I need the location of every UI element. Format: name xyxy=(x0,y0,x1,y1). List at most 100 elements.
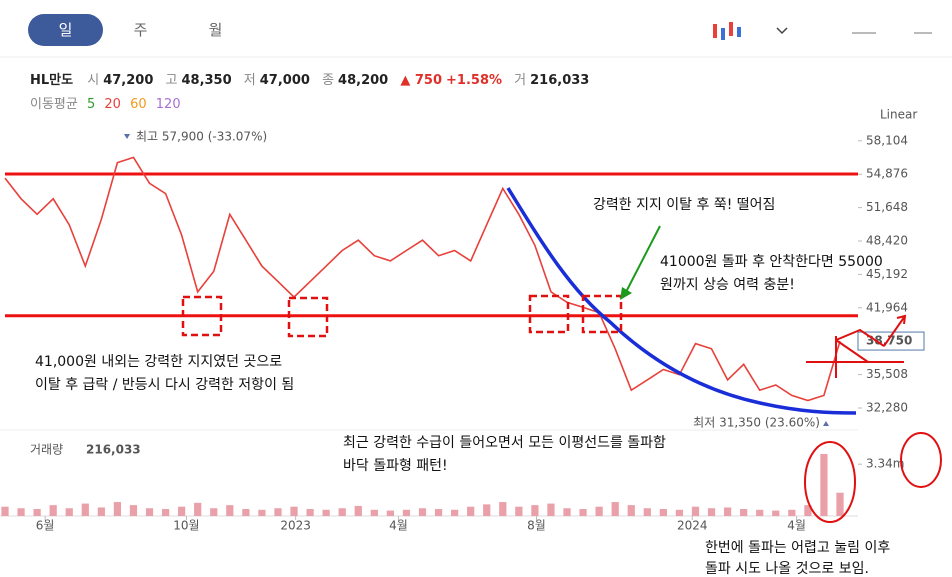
volume-bar xyxy=(178,506,186,516)
volume-bar xyxy=(659,509,667,516)
volume-bar xyxy=(274,508,282,516)
volume-bar xyxy=(675,509,684,516)
volume-bar xyxy=(402,509,411,516)
volume-bar xyxy=(386,510,394,516)
red-marks xyxy=(804,314,942,523)
change-pct: +1.58% xyxy=(446,73,503,88)
volume-label: 거래량 xyxy=(30,443,63,457)
x-tick-label: 8월 xyxy=(527,519,546,533)
annotation: 최근 강력한 수급이 들어오면서 모든 이평선드를 돌파함 xyxy=(343,435,666,451)
annotations: 강력한 지지 이탈 후 쭉! 떨어짐 41000원 돌파 후 안착한다면 550… xyxy=(35,197,890,577)
ma-period: 60 xyxy=(130,97,147,112)
x-tick-label: 2023 xyxy=(280,519,311,533)
volume-bar xyxy=(820,453,828,516)
volume-bar xyxy=(194,502,202,516)
y-tick-label: 32,280 xyxy=(866,400,908,414)
volume-bar xyxy=(643,508,651,516)
low-marker: 최저 31,350 (23.60%) xyxy=(693,416,820,430)
volume-bar xyxy=(723,507,732,516)
volume-bar xyxy=(547,503,555,516)
tab[interactable]: 월 xyxy=(208,21,223,39)
y-tick-label: 58,104 xyxy=(866,133,908,147)
x-tick-label: 4월 xyxy=(787,519,806,533)
y-tick-label: 54,876 xyxy=(866,167,908,181)
quote-value: 48,350 xyxy=(181,73,232,88)
volume-bar xyxy=(1,506,9,516)
quote-key: 고 xyxy=(165,73,178,88)
volume-bar xyxy=(81,503,89,516)
y-tick-label: 35,508 xyxy=(866,367,908,381)
volume-bar xyxy=(691,506,700,516)
tab[interactable]: 일 xyxy=(28,14,103,46)
chart-type-icon[interactable] xyxy=(713,22,741,40)
dropdown-icon[interactable] xyxy=(776,27,788,35)
annotation: 41000원 돌파 후 안착한다면 55000 xyxy=(660,254,883,270)
volume-bar xyxy=(611,502,619,516)
volume-bar xyxy=(306,509,314,516)
annotation: 한번에 돌파는 어렵고 눌림 이후 xyxy=(705,540,890,556)
volume-bar xyxy=(499,502,507,516)
plot-area: 32,280 35,508 41,964 45,192 48,420 51,648 54,8… xyxy=(1,130,925,533)
volume-bar xyxy=(145,508,154,516)
y-tick-label: 48,420 xyxy=(866,234,908,248)
quote-bar: HL만도 시 47,200 고 48,350 저 47,000 종 48,200 ▲ 7… xyxy=(30,69,597,88)
last-price-tag xyxy=(857,331,925,351)
ma-period: 120 xyxy=(155,97,181,112)
period-tabs: 일 주 월 xyxy=(28,14,253,46)
volume-bar xyxy=(531,505,539,516)
volume-bar xyxy=(49,505,57,516)
volume-bar xyxy=(451,509,459,516)
volume-bar xyxy=(788,509,796,516)
support-curve xyxy=(506,187,857,415)
volume-bar xyxy=(210,508,218,516)
annotation: 원까지 상승 여력 충분! xyxy=(660,277,795,293)
y-tick-label: 45,192 xyxy=(866,267,908,281)
x-tick-label: 6월 xyxy=(36,519,55,533)
quote-value: 47,200 xyxy=(103,73,154,88)
volume-bar xyxy=(483,504,491,516)
volume-bar xyxy=(65,508,73,516)
quote-value: 216,033 xyxy=(530,73,590,88)
volume-bar xyxy=(338,508,346,516)
volume-bar xyxy=(434,509,443,516)
x-tick-label: 4월 xyxy=(389,519,408,533)
volume-bar xyxy=(515,506,523,516)
volume-bar xyxy=(756,509,764,516)
quote-key: 시 xyxy=(87,73,100,88)
stock-name: HL만도 xyxy=(30,73,74,88)
volume-tick-label: 3.34m xyxy=(866,457,904,471)
volume-current: 216,033 xyxy=(86,443,141,457)
quote-key: 저 xyxy=(243,73,256,88)
volume-bar xyxy=(290,506,298,516)
green-arrow xyxy=(620,225,661,300)
ma-period: 20 xyxy=(104,97,121,112)
volume-bar xyxy=(804,505,812,516)
annotation: 바닥 돌파형 패턴! xyxy=(343,458,448,474)
annotation: 강력한 지지 이탈 후 쭉! 떨어짐 xyxy=(593,197,775,213)
volume-bar xyxy=(33,509,41,516)
high-arrow xyxy=(124,134,130,139)
volume-bar xyxy=(418,508,427,516)
y-tick-label: 41,964 xyxy=(866,300,908,314)
highlight-boxes xyxy=(181,294,623,338)
volume-bar xyxy=(17,508,25,516)
tab[interactable]: 주 xyxy=(133,21,148,39)
volume-bar xyxy=(836,492,844,516)
change: ▲ 750 xyxy=(400,73,443,88)
x-tick-label: 2024 xyxy=(677,519,708,533)
volume-bar xyxy=(595,506,603,516)
annotation: 41,000원 내외는 강력한 지지였던 곳으로 xyxy=(35,354,282,370)
volume-bar xyxy=(627,505,635,516)
last-price-label: 38,750 xyxy=(866,334,912,348)
quote-key: 종 xyxy=(322,73,335,88)
volume-bar xyxy=(258,509,266,516)
annotation: 이탈 후 급락 / 반등시 다시 강력한 저항이 됨 xyxy=(35,377,294,393)
quote-value: 48,200 xyxy=(338,73,389,88)
ma-legend: 이동평균 5 20 60 120 xyxy=(30,93,186,112)
ma-label: 이동평균 xyxy=(30,97,78,112)
volume-bar xyxy=(113,502,122,516)
volume-bar xyxy=(354,505,362,516)
volume-bar xyxy=(370,509,378,516)
